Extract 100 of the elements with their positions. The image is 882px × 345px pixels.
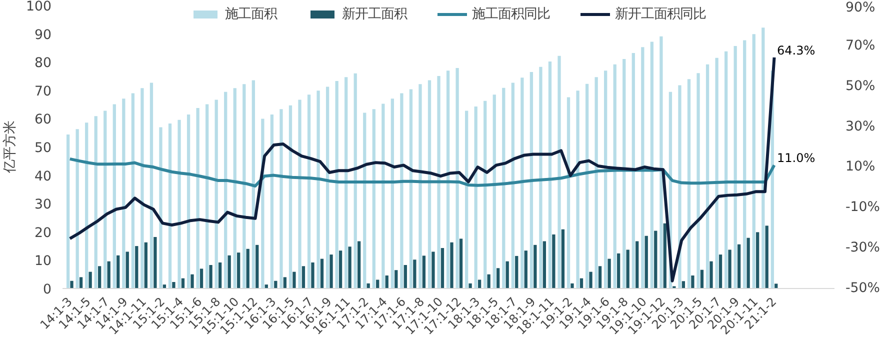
bar xyxy=(144,242,148,288)
bar xyxy=(116,255,120,288)
bar xyxy=(394,270,398,288)
bar xyxy=(660,36,663,288)
y-tick-label: 0 xyxy=(43,282,52,298)
bar xyxy=(172,282,176,288)
bar xyxy=(496,268,500,288)
bar xyxy=(66,134,70,288)
bar xyxy=(307,94,311,288)
bar xyxy=(326,86,330,288)
bar xyxy=(511,82,514,288)
bar xyxy=(135,246,138,288)
bar xyxy=(233,88,236,288)
bar xyxy=(242,84,246,288)
bar xyxy=(376,280,380,288)
y-tick-label: 10 xyxy=(34,254,52,270)
bar xyxy=(104,110,107,288)
bar xyxy=(413,260,416,288)
bar xyxy=(506,261,509,288)
bar xyxy=(450,242,454,288)
bar xyxy=(126,252,129,288)
bar xyxy=(576,90,580,288)
bar xyxy=(616,253,620,288)
bar xyxy=(246,248,250,288)
bar xyxy=(168,124,172,288)
bar xyxy=(542,241,546,288)
y-tick-label: 30 xyxy=(34,198,52,213)
bar xyxy=(140,88,144,288)
bar xyxy=(765,226,768,288)
bar xyxy=(209,265,212,288)
bar xyxy=(418,84,422,288)
bar xyxy=(746,238,750,288)
bar xyxy=(487,274,490,288)
bar xyxy=(598,266,602,288)
bar xyxy=(752,34,756,288)
bar xyxy=(320,258,324,288)
bar xyxy=(214,100,218,288)
bar xyxy=(636,241,639,288)
bar xyxy=(428,80,432,288)
bar xyxy=(150,82,154,288)
line-series xyxy=(68,157,776,188)
bar xyxy=(432,252,435,288)
bar xyxy=(440,248,444,288)
bar xyxy=(112,104,116,288)
y2-tick-label: -30% xyxy=(846,240,880,256)
bar xyxy=(459,238,463,288)
bar xyxy=(335,81,338,288)
bar xyxy=(558,56,561,288)
bar xyxy=(224,92,228,288)
y-tick-label: 20 xyxy=(34,226,52,241)
line-series xyxy=(68,56,776,282)
bar xyxy=(561,229,565,288)
legend-label: 施工面积 xyxy=(225,6,277,23)
bar xyxy=(570,283,574,288)
y2-tick-label: 70% xyxy=(846,38,876,54)
y-tick-label: 90 xyxy=(34,28,52,43)
bar xyxy=(292,272,296,288)
bar xyxy=(734,46,737,288)
y-tick-label: 70 xyxy=(34,84,52,100)
bar xyxy=(585,84,589,288)
bar xyxy=(354,73,357,288)
bar xyxy=(316,90,320,288)
bar xyxy=(520,78,524,288)
bar xyxy=(710,261,713,288)
bar xyxy=(404,265,407,288)
bar xyxy=(437,76,440,288)
bar xyxy=(200,268,204,288)
bar xyxy=(644,236,648,288)
bar xyxy=(311,262,314,288)
y-tick-label: 60 xyxy=(34,112,52,128)
bar xyxy=(178,120,181,288)
bar xyxy=(382,104,385,288)
bar xyxy=(737,244,741,288)
bar xyxy=(94,116,98,288)
bar xyxy=(474,106,478,288)
data-label: 11.0% xyxy=(777,151,816,166)
bar xyxy=(338,250,342,288)
bar xyxy=(70,280,74,288)
data-label: 64.3% xyxy=(777,43,816,58)
bar xyxy=(237,252,240,288)
bar xyxy=(468,283,472,288)
bar xyxy=(159,127,162,288)
bar xyxy=(594,77,598,288)
bar xyxy=(718,254,722,288)
y-tick-label: 80 xyxy=(34,56,52,72)
bar xyxy=(687,79,691,288)
bar xyxy=(464,110,468,288)
bar xyxy=(515,256,518,288)
bar xyxy=(700,270,704,288)
bar xyxy=(122,98,126,288)
bar xyxy=(76,129,79,288)
bar xyxy=(626,250,630,288)
bar xyxy=(502,88,506,288)
bar xyxy=(344,77,348,288)
bar xyxy=(756,232,760,288)
bar xyxy=(663,223,666,288)
y-tick-label: 50 xyxy=(34,141,52,156)
bar xyxy=(363,112,366,288)
bar xyxy=(85,122,88,288)
y2-tick-label: 90% xyxy=(846,0,876,16)
